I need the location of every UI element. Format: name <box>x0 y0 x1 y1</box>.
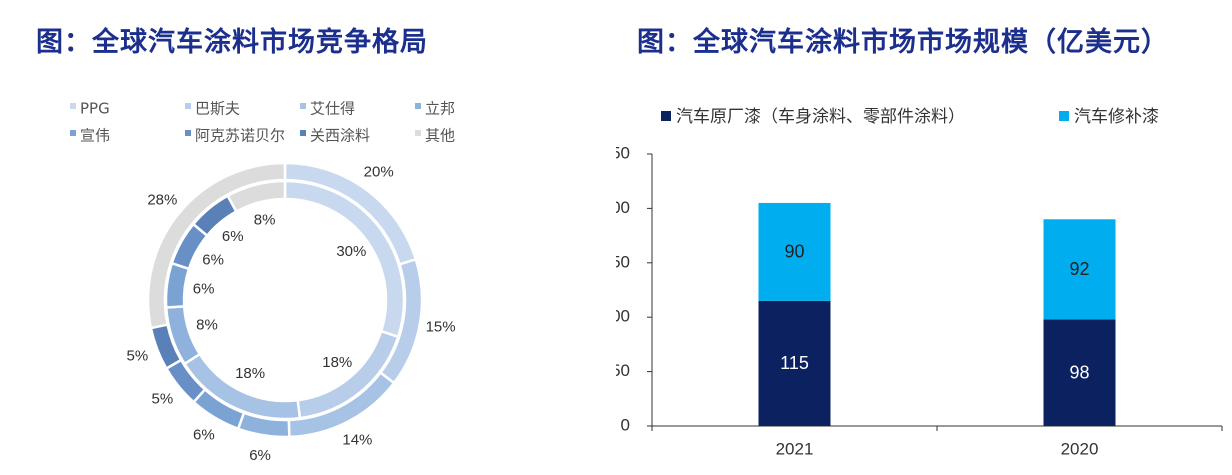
donut-data-label: 20% <box>364 164 394 181</box>
legend-swatch <box>70 103 76 109</box>
donut-data-label: 5% <box>127 347 149 364</box>
bar-data-label: 115 <box>780 353 809 373</box>
donut-labels: 20% 15% 14% 6% 6% 5% 5% 28% 30% 18% 18% 8% 6% 6% 6% 8% <box>127 164 456 464</box>
legend-label: 关西涂料 <box>310 127 370 145</box>
donut-outer-ring <box>146 161 424 439</box>
donut-data-label: 28% <box>147 191 177 208</box>
bar-segment <box>1043 219 1116 320</box>
legend-label: PPG <box>80 100 110 118</box>
y-tick-label: 250 <box>616 143 630 162</box>
donut-data-label: 30% <box>336 243 366 260</box>
stacked-bar-chart: 汽车原厂漆（车身涂料、零部件涂料） 汽车修补漆 0 50 100 150 200 250 1… <box>616 107 1223 458</box>
donut-data-label: 6% <box>193 281 215 298</box>
bar-data-label: 98 <box>1069 362 1089 382</box>
legend-label: 汽车原厂漆（车身涂料、零部件涂料） <box>676 107 965 127</box>
legend-swatch <box>300 103 306 109</box>
legend-swatch <box>185 103 191 109</box>
donut-data-label: 18% <box>322 354 352 371</box>
bar-axes: 0 50 100 150 200 250 <box>616 143 1223 434</box>
legend-label: 阿克苏诺贝尔 <box>195 127 285 145</box>
legend-label: 艾仕得 <box>310 100 355 118</box>
donut-data-label: 8% <box>254 212 276 229</box>
donut-data-label: 6% <box>202 251 224 268</box>
donut-slice <box>225 179 287 214</box>
legend-swatch <box>185 130 191 136</box>
bar-segment <box>758 202 831 301</box>
bar-data-label: 92 <box>1069 259 1089 279</box>
legend-swatch <box>661 111 671 121</box>
y-tick-label: 0 <box>621 415 630 434</box>
y-tick-label: 50 <box>616 361 630 380</box>
donut-slice <box>164 261 191 309</box>
bar-data-label: 90 <box>784 242 804 262</box>
legend-swatch <box>70 130 76 136</box>
y-tick-label: 200 <box>616 198 630 217</box>
x-tick-label: 2021 <box>776 439 814 458</box>
legend-label: 巴斯夫 <box>195 100 240 118</box>
legend-swatch <box>415 103 421 109</box>
donut-data-label: 6% <box>222 228 244 245</box>
y-tick-label: 150 <box>616 252 630 271</box>
legend-label: 宣伟 <box>80 127 110 145</box>
legend-label: 其他 <box>425 127 455 145</box>
donut-data-label: 8% <box>196 316 218 333</box>
bar-segment <box>758 300 831 426</box>
donut-data-label: 18% <box>235 365 265 382</box>
donut-data-label: 6% <box>249 447 271 464</box>
legend-swatch <box>1059 111 1069 121</box>
legend-label: 汽车修补漆 <box>1074 107 1159 127</box>
donut-data-label: 5% <box>152 391 174 408</box>
bar-bars: 115 90 2021 98 92 2020 <box>758 202 1116 458</box>
donut-data-label: 15% <box>426 318 456 335</box>
y-tick-label: 100 <box>616 307 630 326</box>
x-tick-label: 2020 <box>1061 439 1099 458</box>
legend-swatch <box>415 130 421 136</box>
donut-data-label: 6% <box>193 427 215 444</box>
legend-label: 立邦 <box>425 100 455 118</box>
right-chart-title: 图：全球汽车涂料市场市场规模（亿美元） <box>637 27 1169 58</box>
donut-inner-ring <box>164 179 406 421</box>
left-chart-title: 图：全球汽车涂料市场竞争格局 <box>36 27 428 58</box>
bar-legend: 汽车原厂漆（车身涂料、零部件涂料） 汽车修补漆 <box>661 107 1159 127</box>
bar-segment <box>1043 319 1116 426</box>
donut-data-label: 14% <box>342 431 372 448</box>
legend-swatch <box>300 130 306 136</box>
